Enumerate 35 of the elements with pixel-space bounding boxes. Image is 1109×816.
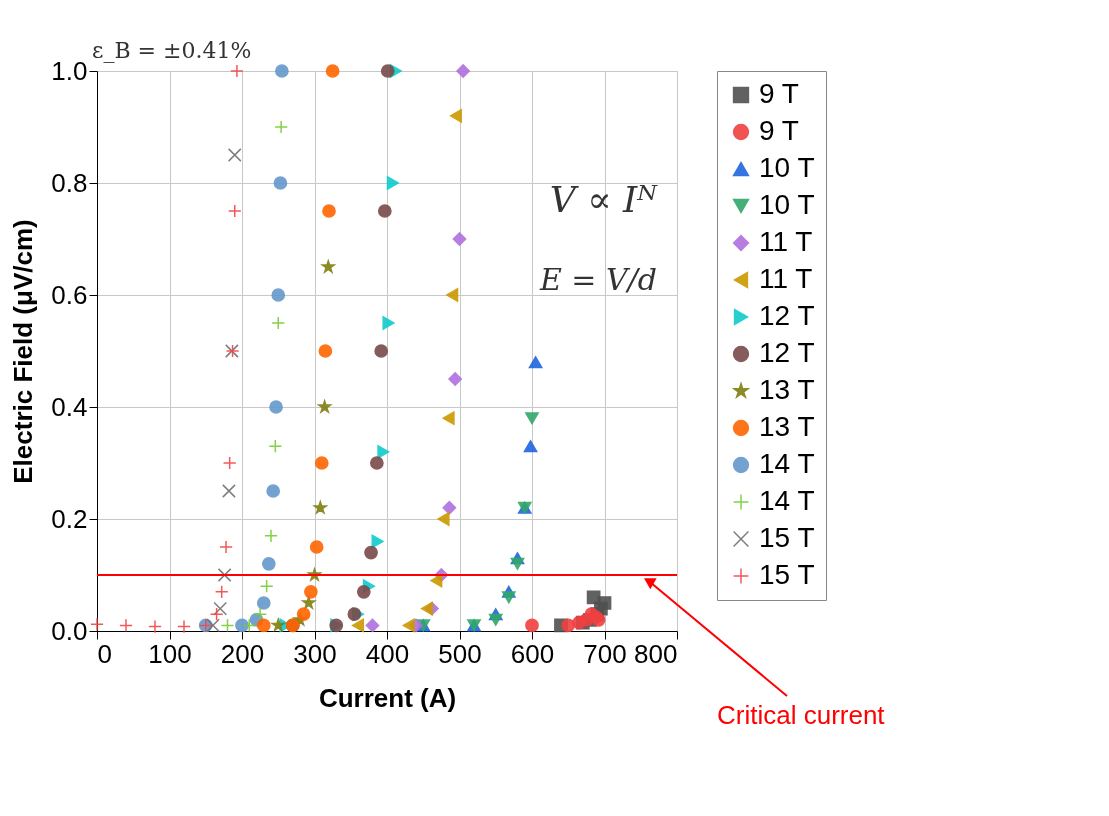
legend-label: 11 T: [759, 263, 813, 294]
legend-label: 9 T: [759, 78, 799, 109]
legend-label: 15 T: [759, 559, 815, 590]
legend-label: 14 T: [759, 448, 815, 479]
x-tick-label: 200: [220, 638, 265, 669]
legend-label: 12 T: [759, 300, 815, 331]
legend-label: 10 T: [759, 152, 815, 183]
y-tick-label: 0.4: [51, 391, 88, 422]
x-tick-label: 600: [510, 638, 555, 669]
y-tick-label: 0.6: [51, 279, 88, 310]
legend-label: 11 T: [759, 226, 813, 257]
x-tick-label: 0: [97, 638, 112, 669]
legend-label: 13 T: [759, 411, 815, 442]
y-tick-label: 0.0: [51, 615, 88, 646]
legend-label: 9 T: [759, 115, 799, 146]
ref-line-label: Critical current: [717, 700, 886, 730]
text: ε_B = ±0.41%: [92, 38, 252, 63]
x-tick-label: 400: [365, 638, 410, 669]
y-tick-label: 1.0: [51, 55, 88, 86]
y-tick-label: 0.2: [51, 503, 88, 534]
x-tick-label: 100: [148, 638, 192, 669]
annotation: V ∝ Iᴺ: [549, 179, 659, 220]
annotation: E = V/d: [538, 262, 657, 297]
y-axis-title: Electric Field (μV/cm): [8, 219, 39, 484]
legend-label: 13 T: [759, 374, 815, 405]
x-tick-label: 300: [293, 638, 337, 669]
x-tick-label: 800: [634, 638, 678, 669]
x-tick-label: 700: [583, 638, 627, 669]
legend-label: 12 T: [759, 337, 815, 368]
legend-label: 15 T: [759, 522, 815, 553]
x-axis-title: Current (A): [318, 682, 457, 713]
legend-label: 10 T: [759, 189, 815, 220]
legend-label: 14 T: [759, 485, 815, 516]
y-tick-label: 0.8: [51, 167, 88, 198]
x-tick-label: 500: [438, 638, 482, 669]
